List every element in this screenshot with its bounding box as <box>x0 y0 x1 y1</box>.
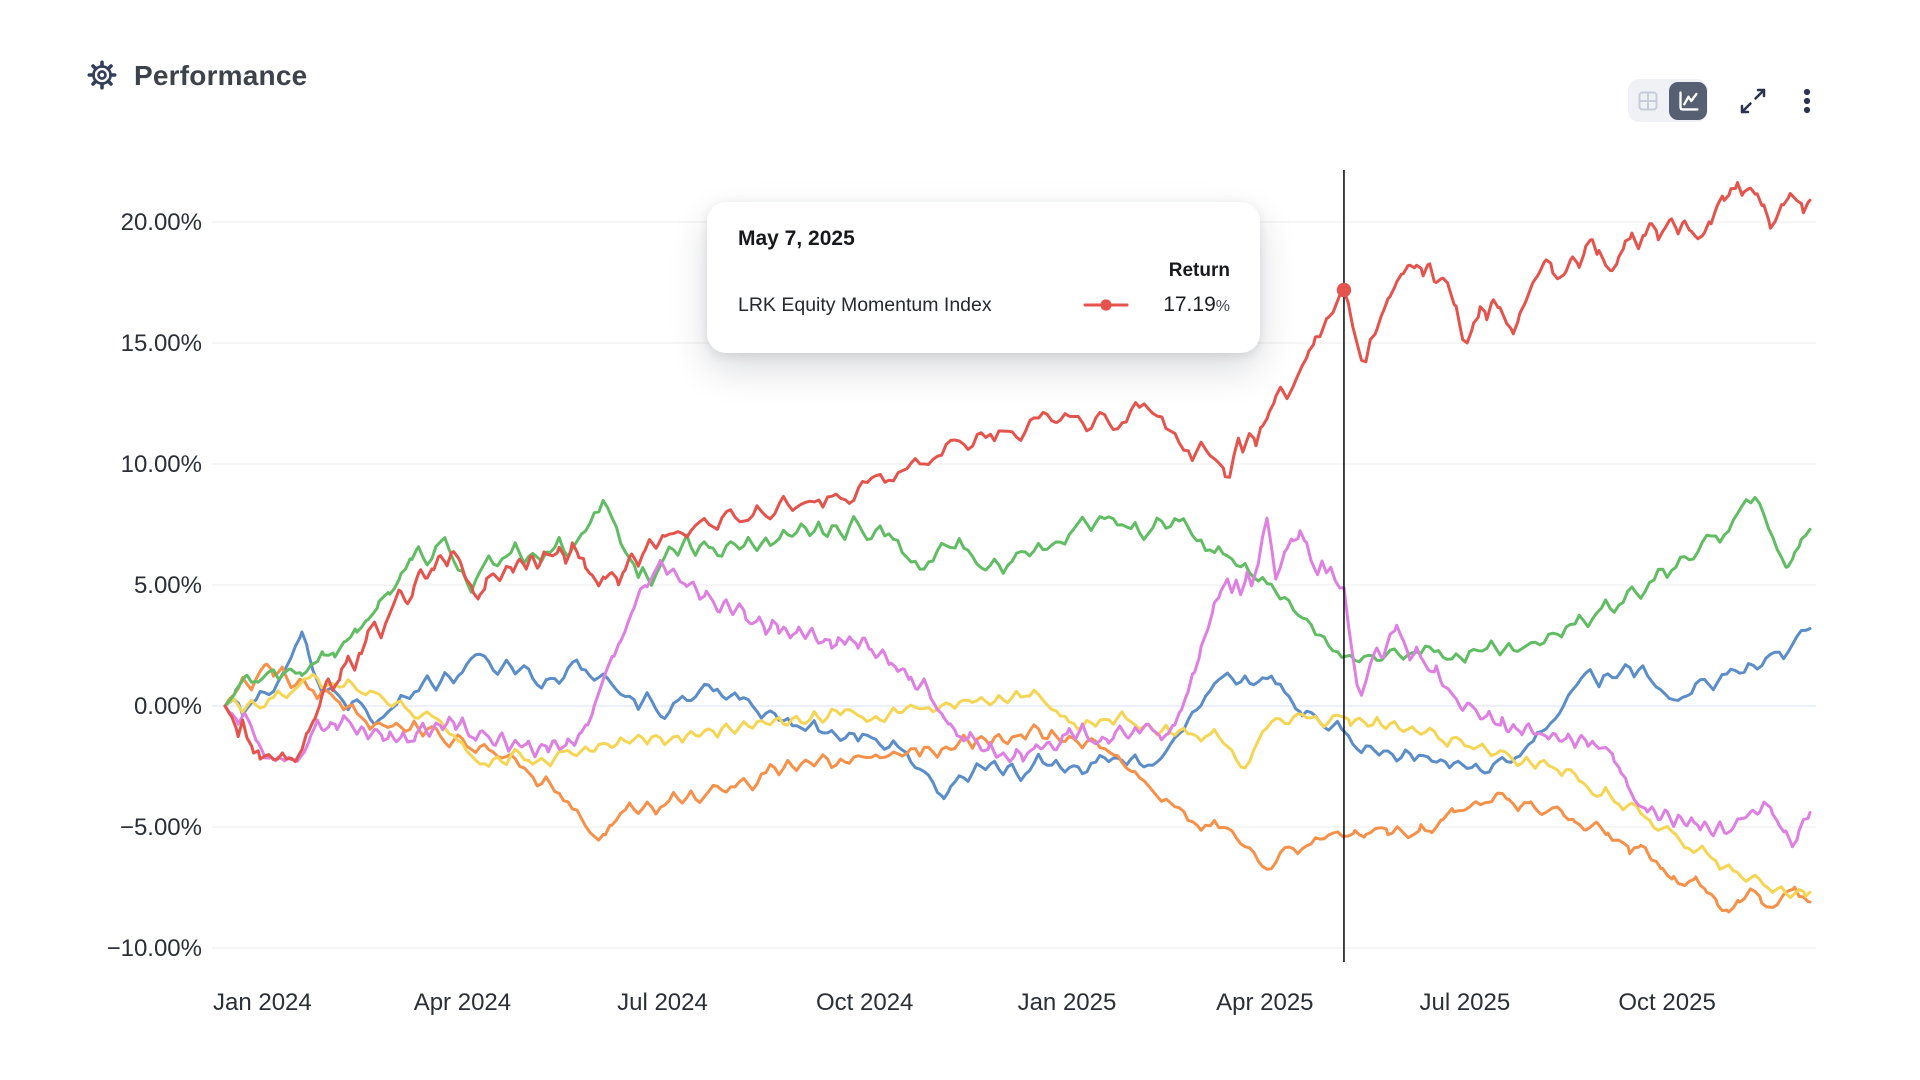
crosshair <box>1336 170 1352 962</box>
y-axis-label: −5.00% <box>120 814 202 841</box>
series-line-series-purple <box>223 516 1812 849</box>
y-axis-label: 20.00% <box>121 209 202 236</box>
x-axis-label: Apr 2025 <box>1216 989 1313 1016</box>
x-axis-label: Jan 2025 <box>1018 989 1117 1016</box>
series-line-series-green <box>223 495 1812 708</box>
x-axis-label: Jul 2025 <box>1419 989 1510 1016</box>
series-line-series-blue <box>223 627 1812 801</box>
tooltip-series-name: LRK Equity Momentum Index <box>738 293 992 316</box>
x-axis-label: Jan 2024 <box>213 989 312 1016</box>
tooltip-series-row: LRK Equity Momentum Index 17.19% <box>738 293 1230 317</box>
y-axis: 20.00% 15.00% 10.00% 5.00% 0.00% −5.00% −10.00… <box>107 209 1816 962</box>
tooltip-date: May 7, 2025 <box>738 227 855 250</box>
series-line-series-yellow <box>223 672 1812 900</box>
y-axis-label: 15.00% <box>121 330 202 357</box>
series-line-series-red <box>223 181 1812 764</box>
series-line-series-orange <box>223 662 1812 914</box>
crosshair-marker-dot <box>1336 282 1352 298</box>
y-axis-label: 5.00% <box>134 572 202 599</box>
series-marker-icon <box>1083 299 1129 311</box>
table-icon <box>1638 91 1658 110</box>
tooltip-value: 17.19% <box>1163 293 1230 316</box>
kebab-menu-icon <box>1803 88 1811 114</box>
series-lines <box>223 181 1812 914</box>
line-chart-icon <box>1679 90 1699 111</box>
expand-button[interactable] <box>1736 84 1770 118</box>
x-axis-label: Jul 2024 <box>617 989 708 1016</box>
x-axis-label: Oct 2024 <box>816 989 913 1016</box>
y-axis-label: 0.00% <box>134 693 202 720</box>
page-title: Performance <box>134 60 308 91</box>
chart-tooltip: May 7, 2025 Return LRK Equity Momentum I… <box>707 202 1260 353</box>
tooltip-column-header: Return <box>1168 260 1230 281</box>
expand-arrows-icon <box>1740 88 1766 114</box>
y-axis-label: 10.00% <box>121 451 202 478</box>
x-axis-label: Oct 2025 <box>1618 989 1715 1016</box>
x-axis-label: Apr 2024 <box>414 989 511 1016</box>
table-view-button[interactable] <box>1629 82 1667 120</box>
more-menu-button[interactable] <box>1790 84 1824 118</box>
x-axis: Jan 2024 Apr 2024 Jul 2024 Oct 2024 Jan 2025… <box>213 989 1716 1016</box>
settings-gear-icon[interactable] <box>84 57 120 93</box>
y-axis-label: −10.00% <box>107 935 202 962</box>
view-toggle <box>1628 79 1708 122</box>
chart-view-button[interactable] <box>1669 81 1707 120</box>
